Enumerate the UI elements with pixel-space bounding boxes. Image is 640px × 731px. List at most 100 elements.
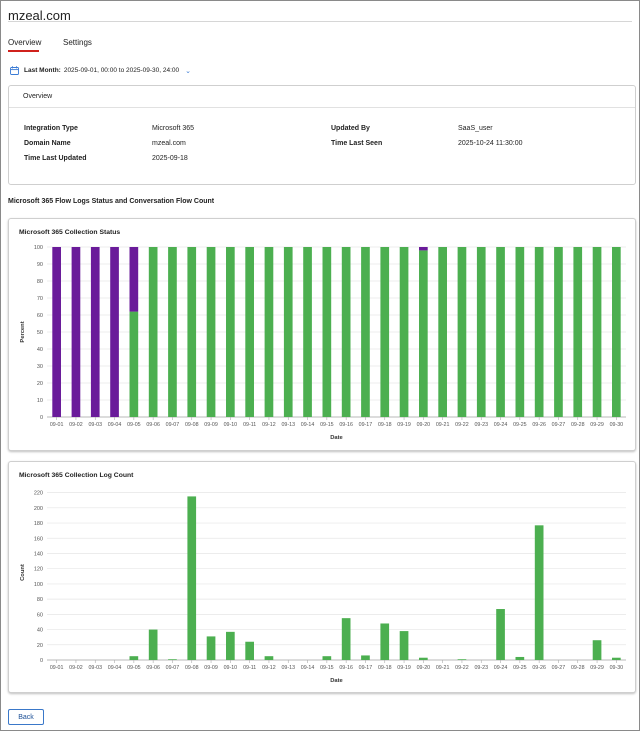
- x-tick-label: 09-28: [571, 422, 585, 428]
- y-tick-label: 80: [37, 279, 43, 285]
- x-tick-label: 09-06: [146, 422, 160, 428]
- x-tick-label: 09-17: [359, 665, 373, 671]
- x-tick-label: 09-07: [166, 665, 180, 671]
- back-button[interactable]: Back: [8, 709, 44, 725]
- x-tick-label: 09-05: [127, 665, 141, 671]
- x-tick-label: 09-10: [224, 422, 238, 428]
- bar: [245, 641, 254, 660]
- y-tick-label: 220: [34, 491, 43, 497]
- active-tab-indicator: [8, 50, 39, 52]
- x-tick-label: 09-04: [108, 665, 122, 671]
- bar: [168, 659, 177, 660]
- x-tick-label: 09-26: [532, 665, 546, 671]
- x-tick-label: 09-14: [301, 422, 315, 428]
- collection-status-chart-card: Microsoft 365 Collection Status 0 10 20 30 4…: [8, 218, 636, 451]
- section-title: Microsoft 365 Flow Logs Status and Conve…: [8, 198, 215, 205]
- field-label-integration-type: Integration Type: [24, 125, 78, 132]
- x-tick-label: 09-18: [378, 665, 392, 671]
- bar: [419, 250, 428, 417]
- x-tick-label: 09-29: [590, 665, 604, 671]
- x-tick-label: 09-03: [88, 665, 102, 671]
- y-tick-label: 90: [37, 262, 43, 268]
- x-tick-label: 09-19: [397, 665, 411, 671]
- x-tick-label: 09-29: [590, 422, 604, 428]
- overview-card-heading: Overview: [9, 86, 635, 108]
- x-tick-label: 09-06: [146, 665, 160, 671]
- x-tick-label: 09-15: [320, 665, 334, 671]
- x-tick-label: 09-15: [320, 422, 334, 428]
- bar: [341, 618, 351, 660]
- y-tick-label: 50: [37, 330, 43, 336]
- bar: [341, 247, 351, 417]
- x-tick-label: 09-30: [610, 665, 624, 671]
- bar: [534, 247, 544, 417]
- x-tick-label: 09-02: [69, 665, 83, 671]
- y-tick-label: 30: [37, 364, 43, 370]
- date-range-label: Last Month:: [24, 67, 61, 74]
- x-tick-label: 09-10: [224, 665, 238, 671]
- bar: [90, 247, 100, 417]
- field-value-domain-name: mzeal.com: [152, 140, 186, 147]
- y-tick-label: 120: [34, 567, 43, 573]
- bar: [457, 659, 467, 660]
- date-range-value: 2025-09-01, 00:00 to 2025-09-30, 24:00: [63, 67, 180, 74]
- y-tick-label: 20: [37, 643, 43, 649]
- bar: [226, 631, 235, 660]
- bar: [419, 657, 428, 660]
- y-tick-label: 100: [34, 582, 43, 588]
- y-tick-label: 70: [37, 296, 43, 302]
- x-tick-label: 09-02: [69, 422, 83, 428]
- x-tick-label: 09-16: [339, 422, 353, 428]
- x-tick-label: 09-27: [552, 665, 566, 671]
- y-tick-label: 160: [34, 536, 43, 542]
- x-tick-label: 09-17: [359, 422, 373, 428]
- chevron-down-icon[interactable]: ⌄: [185, 67, 191, 75]
- log-count-chart: 0 20 40 60 80 100 120 140 160 180 200 220 09-01 09-02…: [20, 491, 626, 684]
- y-tick-label: 60: [37, 612, 43, 618]
- bar: [148, 247, 158, 417]
- bar: [515, 247, 525, 417]
- x-axis-label: Date: [330, 678, 343, 684]
- bar: [110, 247, 119, 417]
- x-tick-label: 09-01: [50, 422, 64, 428]
- x-tick-label: 09-04: [108, 422, 122, 428]
- y-tick-label: 140: [34, 551, 43, 557]
- x-tick-label: 09-08: [185, 422, 199, 428]
- tab-overview[interactable]: Overview: [8, 38, 42, 52]
- bar: [476, 247, 486, 417]
- bar: [322, 247, 332, 417]
- bar: [129, 656, 139, 660]
- bar: [496, 609, 505, 660]
- bar: [438, 247, 447, 417]
- x-tick-label: 09-14: [301, 665, 315, 671]
- bar: [361, 247, 370, 417]
- field-label-domain-name: Domain Name: [24, 140, 71, 147]
- x-tick-label: 09-22: [455, 665, 469, 671]
- bar: [592, 247, 602, 417]
- y-tick-label: 200: [34, 506, 43, 512]
- tab-settings[interactable]: Settings: [63, 38, 92, 47]
- x-tick-label: 09-09: [204, 422, 218, 428]
- date-range-selector[interactable]: Last Month: 2025-09-01, 00:00 to 2025-09…: [10, 66, 191, 75]
- x-tick-label: 09-05: [127, 422, 141, 428]
- x-tick-label: 09-27: [552, 422, 566, 428]
- chart-title: Microsoft 365 Collection Log Count: [19, 472, 134, 479]
- tab-overview-label: Overview: [8, 38, 42, 47]
- x-tick-label: 09-13: [281, 665, 295, 671]
- x-tick-label: 09-12: [262, 665, 276, 671]
- bar: [226, 247, 235, 417]
- bar: [264, 247, 274, 417]
- title-divider: [8, 21, 632, 22]
- x-tick-label: 09-28: [571, 665, 585, 671]
- x-tick-label: 09-21: [436, 665, 450, 671]
- bar: [534, 525, 544, 660]
- x-tick-label: 09-24: [494, 422, 508, 428]
- bar: [612, 247, 621, 417]
- y-tick-label: 100: [34, 245, 43, 251]
- field-value-time-last-seen: 2025-10-24 11:30:00: [458, 140, 523, 147]
- bar: [573, 247, 583, 417]
- bar: [148, 629, 158, 660]
- page-title: mzeal.com: [8, 8, 71, 23]
- bar: [187, 247, 197, 417]
- x-tick-label: 09-30: [610, 422, 624, 428]
